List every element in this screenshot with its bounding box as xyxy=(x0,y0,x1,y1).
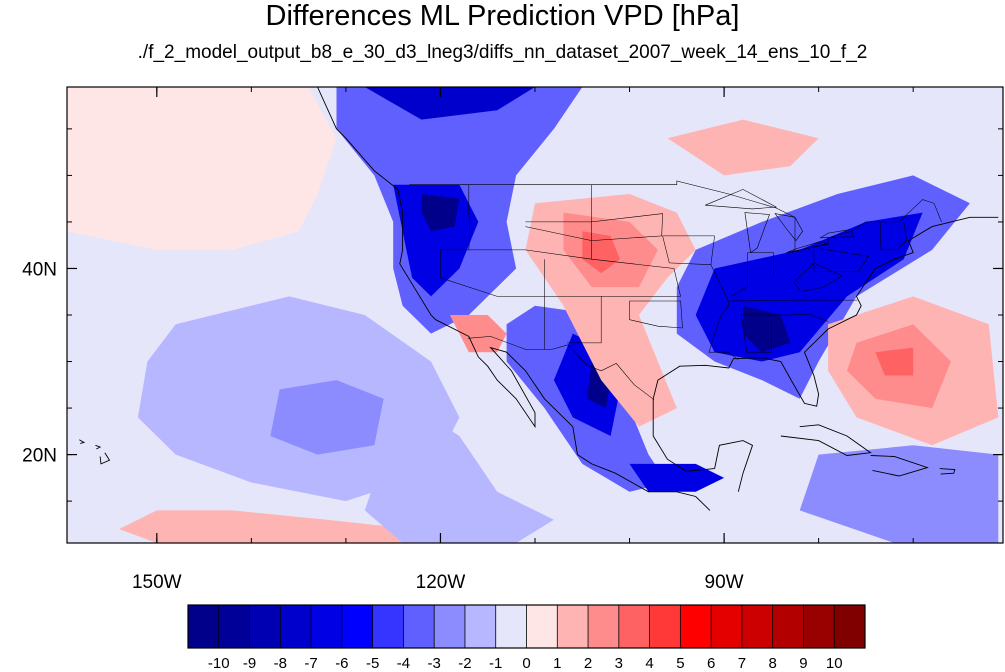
colorbar-swatch xyxy=(280,605,312,648)
coastline xyxy=(99,452,111,465)
colorbar-frame xyxy=(187,604,866,649)
colorbar-label: -6 xyxy=(335,655,348,672)
colorbar-swatch xyxy=(803,605,835,648)
state-border xyxy=(879,221,907,251)
colorbar-label: -1 xyxy=(489,655,502,672)
colorbar-swatch xyxy=(372,605,404,648)
colorbar-swatch xyxy=(341,605,373,648)
colorbar-label: -8 xyxy=(274,655,287,672)
lat-tick-label: 20N xyxy=(22,446,57,467)
coastline xyxy=(317,87,711,511)
colorbar-label: -3 xyxy=(428,655,441,672)
colorbar-swatch xyxy=(649,605,681,648)
state-border xyxy=(629,300,683,329)
colorbar-label: 9 xyxy=(799,655,807,672)
state-border xyxy=(440,249,681,297)
colorbar: -10 -9 -8 -7 -6 -5 -4 -3 -2 -1 0 1 2 3 4 5 6 7 8 9 10 xyxy=(187,604,866,672)
colorbar-label: 6 xyxy=(707,655,715,672)
region-canada-red xyxy=(667,119,819,176)
map-subtitle: ./f_2_model_output_b8_e_30_d3_lneg3/diff… xyxy=(137,42,868,63)
state-border xyxy=(731,252,774,297)
colorbar-swatch xyxy=(188,605,220,648)
lake-outline xyxy=(819,229,855,239)
lat-tick-label: 40N xyxy=(22,259,57,280)
state-border xyxy=(662,235,715,265)
colorbar-label: -9 xyxy=(243,655,256,672)
colorbar-swatch xyxy=(495,605,527,648)
colorbar-label: 5 xyxy=(676,655,684,672)
region-southwest-red xyxy=(449,315,507,353)
region-alaska-blue xyxy=(364,87,535,120)
colorbar-label: 2 xyxy=(584,655,592,672)
colorbar-label: 8 xyxy=(769,655,777,672)
region-pacific-south-positive xyxy=(119,510,460,543)
colorbar-label: -5 xyxy=(366,655,379,672)
colorbar-swatch xyxy=(403,605,435,648)
state-border xyxy=(740,314,772,353)
region-east-blue-core xyxy=(743,305,791,353)
lake-outline xyxy=(774,213,803,242)
map-outlines xyxy=(79,87,999,511)
coastline xyxy=(939,468,956,475)
colorbar-label: -2 xyxy=(458,655,471,672)
colorbar-label: 7 xyxy=(738,655,746,672)
colorbar-label: -7 xyxy=(304,655,317,672)
coastline xyxy=(95,444,102,450)
state-border xyxy=(771,313,829,322)
colorbar-label: 4 xyxy=(645,655,653,672)
colorbar-label: 3 xyxy=(615,655,623,672)
colorbar-swatch xyxy=(434,605,466,648)
colorbar-swatch xyxy=(711,605,743,648)
coastline xyxy=(780,424,872,456)
state-border xyxy=(468,184,471,250)
region-atlantic-red-core xyxy=(875,347,914,376)
colorbar-label: 10 xyxy=(826,655,843,672)
region-sw-blue-core xyxy=(587,361,611,409)
colorbar-swatch xyxy=(618,605,650,648)
state-border xyxy=(793,262,843,293)
colorbar-swatch xyxy=(557,605,589,648)
region-pacific-hawaii-negative xyxy=(270,380,384,455)
lon-tick-label: 120W xyxy=(416,572,466,593)
state-border xyxy=(708,264,739,360)
region-caribbean-blue xyxy=(799,445,999,543)
lon-tick-label: 150W xyxy=(132,572,182,593)
coastline xyxy=(714,440,754,492)
colorbar-swatch xyxy=(311,605,343,648)
lake-outline xyxy=(744,212,770,254)
colorbar-label: -4 xyxy=(397,655,410,672)
lake-outline xyxy=(786,241,830,253)
region-mexico-blue xyxy=(629,463,725,492)
state-border xyxy=(728,299,858,302)
state-border xyxy=(467,336,655,400)
axis-ticks: 150W 120W 90W 40N 20N xyxy=(22,87,1003,593)
colorbar-swatch xyxy=(680,605,712,648)
colorbar-swatch xyxy=(588,605,620,648)
colorbar-swatch xyxy=(526,605,558,648)
coastline xyxy=(79,439,86,444)
colorbar-label: -10 xyxy=(208,655,230,672)
colorbar-swatch xyxy=(249,605,281,648)
region-nw-blue-core xyxy=(421,194,460,232)
colorbar-swatch xyxy=(834,605,866,648)
lon-tick-label: 90W xyxy=(705,572,744,593)
state-border xyxy=(813,248,870,272)
colorbar-swatch xyxy=(772,605,804,648)
colorbar-swatch xyxy=(741,605,773,648)
map-title: Differences ML Prediction VPD [hPa] xyxy=(265,0,740,32)
anomaly-fields xyxy=(67,87,999,543)
state-border xyxy=(567,296,602,344)
lake-outline xyxy=(705,189,778,210)
state-border xyxy=(525,213,663,241)
colorbar-swatch xyxy=(218,605,250,648)
region-baja-offshore-negative xyxy=(364,398,554,543)
colorbar-label: 1 xyxy=(553,655,561,672)
region-pacific-ne-positive xyxy=(67,87,337,250)
colorbar-swatch xyxy=(464,605,497,648)
coastline xyxy=(870,455,929,477)
coastline xyxy=(652,216,999,472)
region-nw-blue-inner xyxy=(393,184,479,297)
colorbar-label: 0 xyxy=(522,655,530,672)
